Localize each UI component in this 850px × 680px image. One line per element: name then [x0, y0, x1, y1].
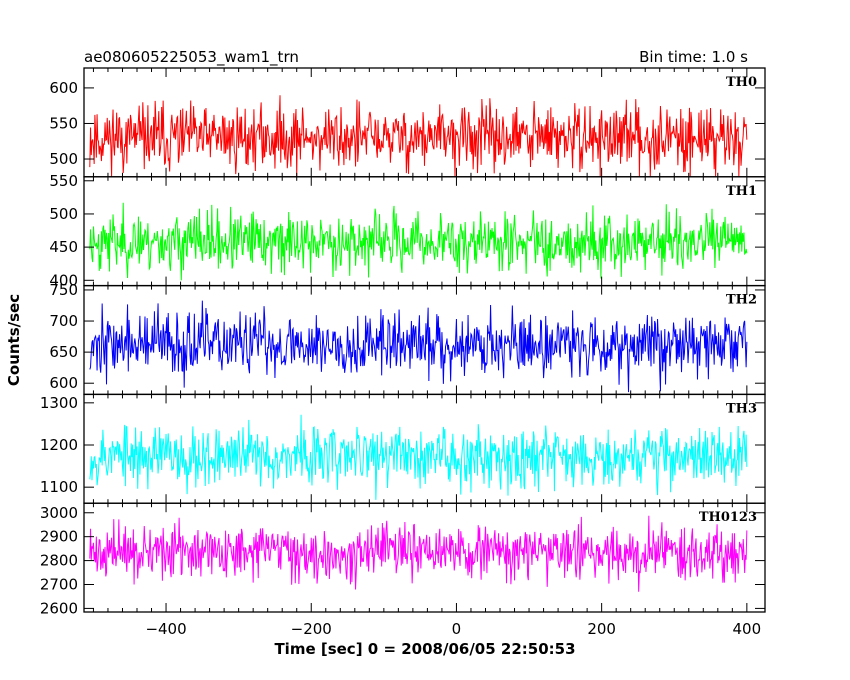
x-tick-label: 0 [452, 620, 462, 638]
panel-th1: 400 450 500 550 TH1 [49, 172, 766, 289]
panel-frame [83, 284, 766, 396]
series-line-th0 [89, 95, 748, 177]
series-line-th2 [89, 300, 748, 393]
y-tick-label: 2700 [40, 576, 78, 594]
bin-time-label: Bin time: 1.0 s [639, 48, 748, 66]
panel-name-label: TH0123 [699, 510, 757, 525]
series-line-th3 [89, 414, 748, 500]
series-line-th1 [89, 202, 748, 281]
x-axis-label: Time [sec] 0 = 2008/06/05 22:50:53 [274, 640, 575, 658]
y-tick-label: 550 [49, 114, 78, 132]
y-tick-label: 1300 [40, 394, 78, 412]
y-tick-label: 650 [49, 343, 78, 361]
panel-th0123: 2600 2700 2800 2900 3000 TH0123 [40, 502, 766, 617]
panel-name-label: TH1 [726, 184, 757, 199]
panel-name-label: TH0 [726, 75, 757, 90]
y-tick-label: 750 [49, 281, 78, 299]
panel-th2: 600 650 700 750 TH2 [49, 281, 766, 396]
panels-group: 500 550 600 TH0 400 450 500 550 TH1 600 650 700 750 T… [40, 67, 766, 638]
y-tick-label: 550 [49, 172, 78, 190]
y-tick-label: 500 [49, 205, 78, 223]
y-tick-label: 500 [49, 150, 78, 168]
panel-name-label: TH3 [726, 401, 757, 416]
y-tick-label: 2800 [40, 552, 78, 570]
panel-th0: 500 550 600 TH0 [49, 67, 766, 178]
x-tick-label: 200 [587, 620, 616, 638]
y-tick-label: 450 [49, 238, 78, 256]
y-tick-label: 600 [49, 374, 78, 392]
panel-frame [83, 502, 766, 613]
panel-th3: 1100 1200 1300 TH3 [40, 393, 766, 504]
x-tick-label: −400 [145, 620, 186, 638]
panel-name-label: TH2 [726, 293, 757, 308]
y-tick-label: 2600 [40, 599, 78, 617]
y-tick-label: 1200 [40, 436, 78, 454]
y-tick-label: 2900 [40, 528, 78, 546]
y-axis-label: Counts/sec [5, 294, 23, 386]
y-tick-label: 1100 [40, 478, 78, 496]
y-tick-label: 700 [49, 312, 78, 330]
y-tick-label: 3000 [40, 504, 78, 522]
y-tick-label: 600 [49, 79, 78, 97]
x-tick-label: 400 [733, 620, 762, 638]
x-tick-label: −200 [291, 620, 332, 638]
chart-title: ae080605225053_wam1_trn [84, 48, 299, 67]
series-line-th0123 [89, 515, 748, 592]
y-tick-label: 400 [49, 271, 78, 289]
